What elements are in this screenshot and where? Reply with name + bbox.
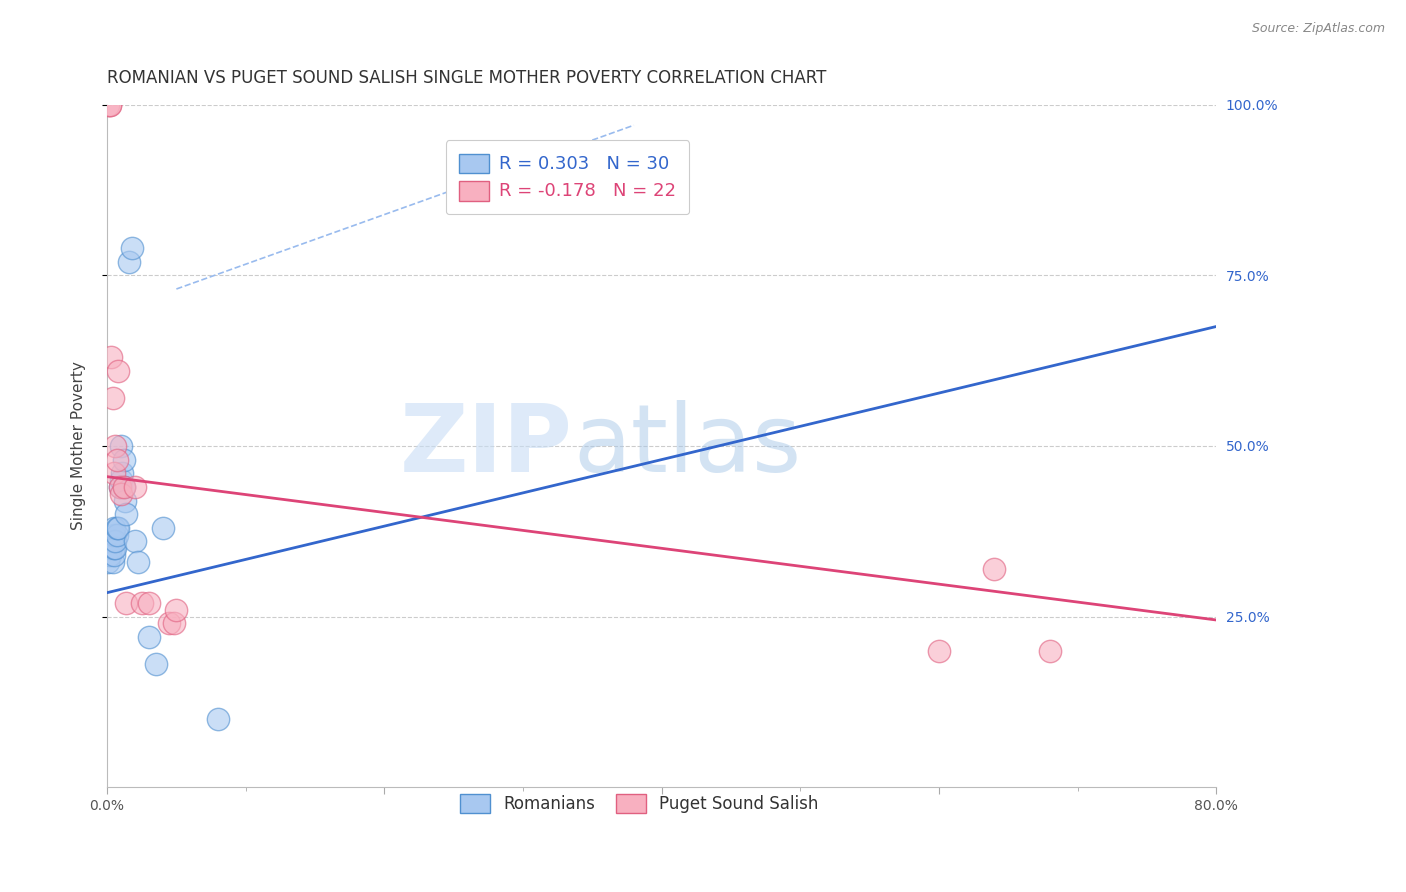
Point [108, 480, 131, 494]
Point [124, 534, 146, 549]
Point [97, 97, 120, 112]
Point [928, 643, 950, 657]
Text: ZIP: ZIP [401, 400, 572, 492]
Point [110, 473, 132, 487]
Text: atlas: atlas [572, 400, 801, 492]
Point [104, 541, 127, 556]
Point [107, 364, 129, 378]
Point [121, 241, 143, 255]
Point [110, 487, 132, 501]
Point [98, 97, 121, 112]
Point [118, 254, 141, 268]
Point [112, 480, 135, 494]
Point [124, 480, 146, 494]
Point [159, 616, 181, 631]
Point [101, 391, 124, 405]
Point [97, 555, 120, 569]
Point [165, 603, 187, 617]
Point [114, 493, 136, 508]
Y-axis label: Single Mother Poverty: Single Mother Poverty [72, 361, 86, 531]
Point [105, 452, 128, 467]
Point [1039, 643, 1062, 657]
Point [112, 480, 135, 494]
Text: Source: ZipAtlas.com: Source: ZipAtlas.com [1251, 22, 1385, 36]
Point [145, 657, 167, 672]
Point [100, 541, 122, 556]
Point [207, 712, 229, 726]
Point [138, 630, 160, 644]
Point [103, 541, 125, 556]
Point [101, 534, 124, 549]
Point [115, 507, 138, 521]
Point [108, 480, 131, 494]
Point [105, 521, 128, 535]
Text: ROMANIAN VS PUGET SOUND SALISH SINGLE MOTHER POVERTY CORRELATION CHART: ROMANIAN VS PUGET SOUND SALISH SINGLE MO… [107, 69, 827, 87]
Point [112, 452, 135, 467]
Point [131, 596, 153, 610]
Point [103, 467, 125, 481]
Point [138, 596, 160, 610]
Point [104, 534, 127, 549]
Point [100, 350, 122, 364]
Point [110, 439, 132, 453]
Point [98, 548, 121, 562]
Point [127, 555, 149, 569]
Point [111, 467, 134, 481]
Point [103, 548, 125, 562]
Point [98, 97, 121, 112]
Point [103, 521, 125, 535]
Point [983, 562, 1005, 576]
Legend: Romanians, Puget Sound Salish: Romanians, Puget Sound Salish [450, 784, 828, 823]
Point [105, 527, 128, 541]
Point [107, 521, 129, 535]
Point [152, 521, 174, 535]
Point [103, 527, 125, 541]
Point [162, 616, 184, 631]
Point [101, 555, 124, 569]
Point [115, 596, 138, 610]
Point [104, 439, 127, 453]
